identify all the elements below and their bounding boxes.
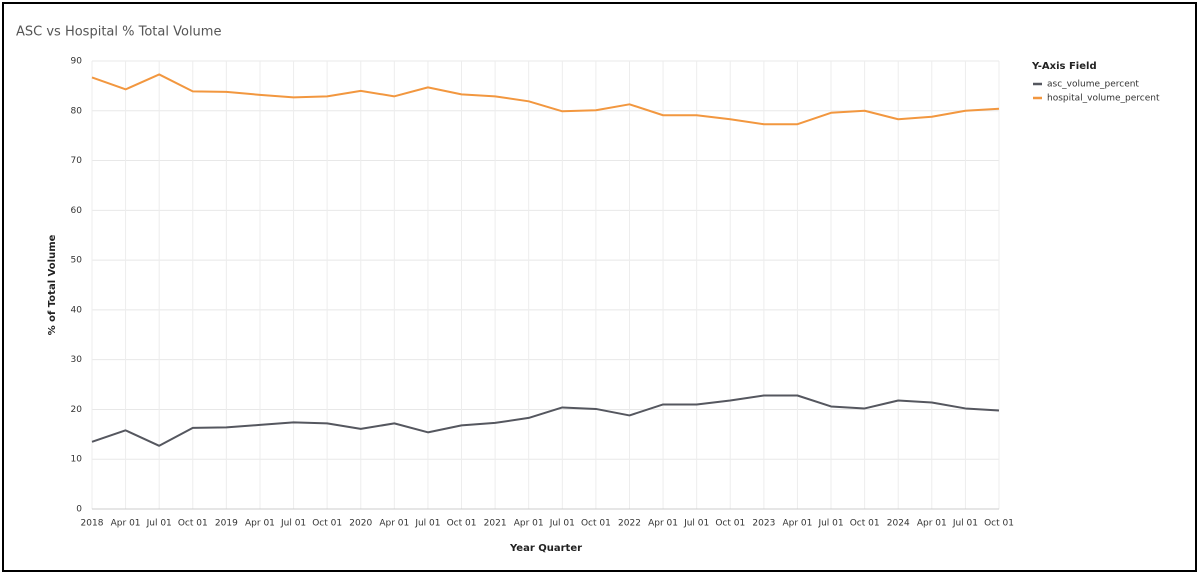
x-tick-label: Oct 01 [312, 519, 342, 529]
y-tick-label: 0 [76, 505, 82, 515]
y-tick-label: 40 [71, 305, 83, 315]
x-tick-label: 2024 [887, 519, 910, 529]
x-tick-label: Jul 01 [952, 519, 978, 529]
x-tick-label: Apr 01 [245, 519, 275, 529]
x-tick-label: Jul 01 [683, 519, 709, 529]
x-tick-label: Apr 01 [111, 519, 141, 529]
x-tick-label: Apr 01 [514, 519, 544, 529]
x-tick-label: Jul 01 [414, 519, 440, 529]
x-tick-label: Oct 01 [447, 519, 477, 529]
x-tick-label: Oct 01 [850, 519, 880, 529]
x-tick-label: 2019 [215, 519, 238, 529]
y-axis-title: % of Total Volume [47, 234, 58, 335]
x-tick-label: Oct 01 [984, 519, 1014, 529]
x-tick-label: Apr 01 [379, 519, 409, 529]
y-tick-label: 50 [71, 256, 83, 266]
chart-title: ASC vs Hospital % Total Volume [16, 25, 221, 40]
x-tick-label: Jul 01 [146, 519, 172, 529]
y-tick-label: 90 [71, 57, 83, 67]
x-tick-label: Oct 01 [715, 519, 745, 529]
x-tick-label: Jul 01 [280, 519, 306, 529]
x-tick-label: 2022 [618, 519, 641, 529]
x-tick-label: Jul 01 [549, 519, 575, 529]
series-line [91, 73, 1000, 126]
legend-title: Y-Axis Field [1031, 61, 1097, 72]
y-tick-label: 10 [71, 455, 83, 465]
x-tick-label: 2020 [349, 519, 372, 529]
y-tick-label: 60 [71, 206, 83, 216]
y-tick-label: 30 [71, 355, 83, 365]
x-tick-label: Oct 01 [178, 519, 208, 529]
x-tick-label: Oct 01 [581, 519, 611, 529]
y-tick-label: 20 [71, 405, 83, 415]
x-tick-label: Apr 01 [917, 519, 947, 529]
x-tick-label: Apr 01 [782, 519, 812, 529]
y-tick-label: 70 [71, 156, 83, 166]
x-tick-label: 2021 [484, 519, 507, 529]
y-tick-label: 80 [71, 106, 83, 116]
x-axis-title: Year Quarter [509, 543, 582, 554]
x-tick-label: Jul 01 [817, 519, 843, 529]
x-tick-label: 2023 [752, 519, 775, 529]
legend-label: hospital_volume_percent [1047, 94, 1160, 104]
x-tick-label: 2018 [81, 519, 104, 529]
legend-label: asc_volume_percent [1047, 80, 1139, 90]
x-tick-label: Apr 01 [648, 519, 678, 529]
series-line [91, 394, 1000, 447]
